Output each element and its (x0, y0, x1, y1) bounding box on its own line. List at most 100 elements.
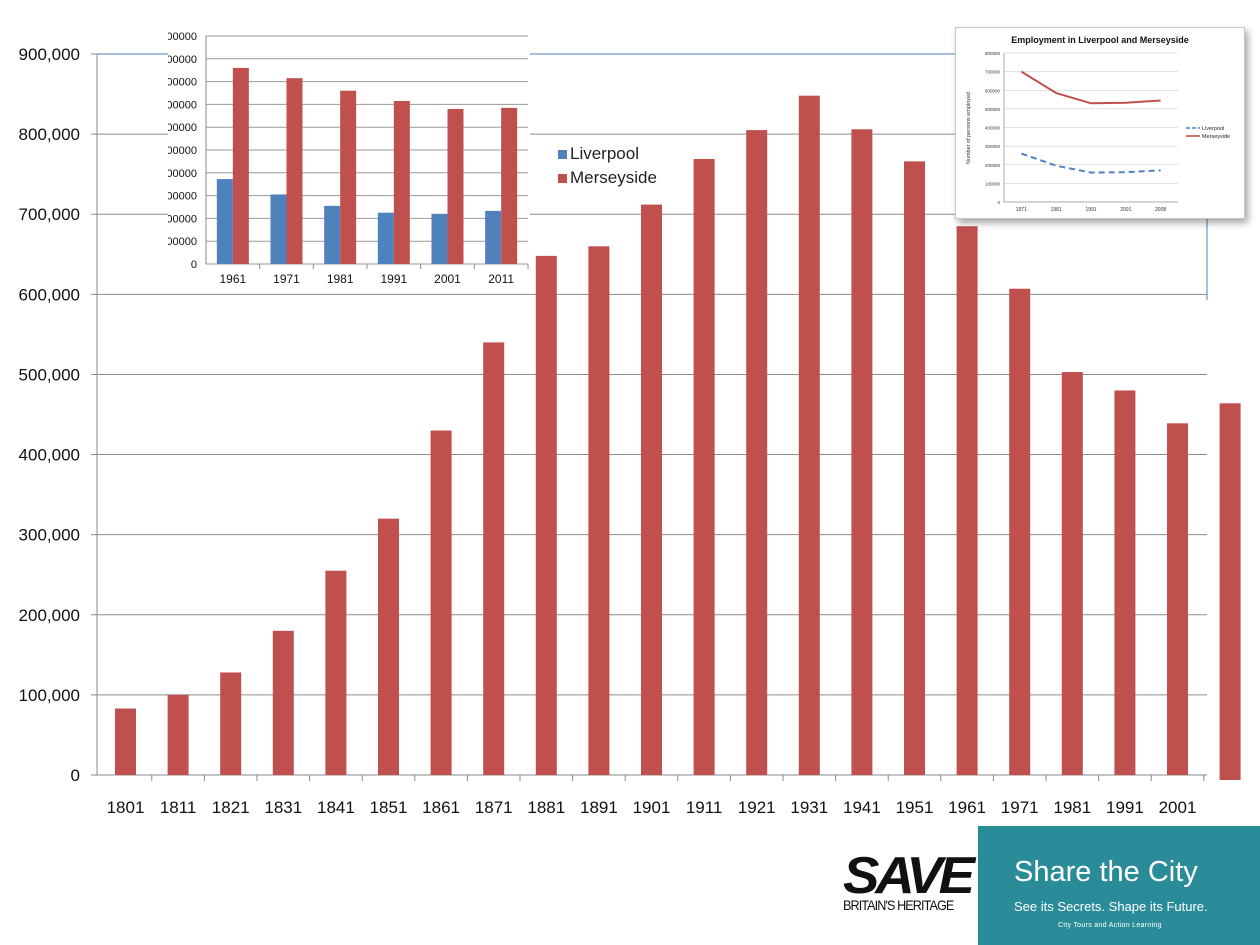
inset-x-tick-label: 1971 (273, 272, 300, 286)
line-y-tick-label: 0 (997, 200, 1000, 205)
y-tick-label: 300,000 (19, 526, 80, 545)
y-tick-label: 0 (71, 766, 80, 785)
x-tick-label: 1841 (317, 798, 355, 817)
x-tick-label: 1941 (843, 798, 881, 817)
x-tick-label: 1971 (1001, 798, 1039, 817)
population-bar (851, 129, 873, 775)
inset-x-tick-label: 1961 (219, 272, 246, 286)
inset-y-tick-label: 1200000 (168, 122, 197, 134)
inset-y-tick-label: 600000 (168, 191, 197, 203)
x-tick-label: 1811 (160, 798, 197, 817)
legend-swatch-liverpool (558, 149, 567, 159)
x-tick-label: 1921 (738, 798, 776, 817)
y-tick-label: 400,000 (19, 446, 80, 465)
legend-item-liverpool: Liverpool (558, 142, 657, 166)
inset-x-tick-label: 1991 (380, 272, 407, 286)
line-y-tick-label: 600000 (985, 88, 1001, 93)
line-y-tick-label: 500000 (985, 107, 1001, 112)
line-y-tick-label: 300000 (985, 144, 1001, 149)
population-bar (272, 630, 294, 775)
share-title: Share the City (1014, 856, 1198, 888)
inset-bar-liverpool (324, 205, 341, 264)
inset-bar-liverpool (431, 213, 448, 264)
y-tick-label: 200,000 (19, 606, 80, 625)
save-logo-word: SAVE (843, 847, 975, 905)
population-bar (483, 342, 505, 775)
line-legend-label-liverpool: Liverpool (1202, 126, 1224, 132)
y-tick-label: 100,000 (19, 686, 80, 705)
y-tick-label: 800,000 (19, 125, 80, 144)
line-x-tick-label: 2008 (1155, 207, 1166, 213)
inset-y-tick-label: 1800000 (168, 54, 197, 66)
y-tick-label: 900,000 (19, 45, 80, 64)
inset-x-tick-label: 2011 (488, 272, 514, 286)
inset-y-tick-label: 800000 (168, 168, 197, 180)
line-y-tick-label: 200000 (985, 163, 1001, 168)
population-bar (1219, 403, 1241, 780)
inset-bar-merseyside (393, 100, 410, 264)
x-tick-label: 1981 (1053, 798, 1091, 817)
line-y-tick-label: 400000 (985, 126, 1001, 131)
inset-x-tick-label: 2001 (434, 272, 461, 286)
y-tick-label: 700,000 (19, 205, 80, 224)
x-tick-label: 1871 (475, 798, 513, 817)
x-tick-label: 1821 (212, 798, 250, 817)
line-series-liverpool (1021, 152, 1161, 174)
inset-y-tick-label: 0 (191, 259, 197, 271)
inset-legend: Liverpool Merseyside (558, 142, 657, 190)
population-bar (1009, 288, 1031, 775)
x-tick-label: 1801 (107, 798, 145, 817)
inset-y-tick-label: 2000000 (168, 31, 197, 43)
inset-bar-merseyside (340, 90, 357, 264)
inset-bar-merseyside (286, 78, 303, 265)
employment-line-chart-card: Employment in Liverpool and Merseyside 0 1… (955, 27, 1245, 219)
inset-bar-merseyside (447, 108, 464, 265)
line-legend-label-merseyside: Merseyside (1202, 134, 1230, 140)
line-series-merseyside (1020, 70, 1161, 105)
x-tick-label: 1901 (633, 798, 671, 817)
y-tick-label: 500,000 (19, 365, 80, 384)
employment-line-chart: Employment in Liverpool and Merseyside 0 1… (966, 35, 1230, 213)
share-the-city-logo: Share the City See its Secrets. Shape it… (978, 826, 1260, 945)
population-bar (588, 246, 610, 775)
save-britains-heritage-logo: SAVE BRITAIN'S HERITAGE (843, 850, 975, 913)
legend-label-liverpool: Liverpool (570, 144, 639, 163)
population-bar (1114, 390, 1136, 775)
population-bar (798, 95, 820, 775)
legend-swatch-merseyside (558, 173, 567, 183)
x-tick-label: 1861 (422, 798, 460, 817)
x-tick-label: 2001 (1159, 798, 1197, 817)
population-bar (956, 226, 978, 775)
inset-y-tick-label: 1600000 (168, 77, 197, 89)
population-bar (167, 694, 189, 775)
legend-item-merseyside: Merseyside (558, 166, 657, 190)
population-bar (430, 430, 452, 775)
line-x-tick-label: 1981 (1051, 207, 1062, 213)
share-small-text: City Tours and Action Learning (1058, 922, 1162, 929)
inset-x-tick-label: 1981 (327, 272, 354, 286)
x-tick-label: 1961 (948, 798, 986, 817)
line-y-axis-label: Number of persons employed (966, 92, 972, 164)
population-bar (115, 708, 136, 775)
inset-y-tick-label: 400000 (168, 213, 197, 225)
save-logo-subtitle: BRITAIN'S HERITAGE (843, 897, 954, 913)
x-tick-label: 1911 (686, 798, 723, 817)
line-x-tick-label: 1991 (1085, 207, 1096, 213)
share-tagline: See its Secrets. Shape its Future. (1014, 899, 1208, 914)
inset-bar-liverpool (377, 212, 394, 264)
population-bar (904, 161, 925, 776)
x-tick-label: 1951 (896, 798, 934, 817)
line-y-tick-label: 800000 (985, 51, 1001, 56)
x-tick-label: 1991 (1106, 798, 1144, 817)
population-bar (1061, 372, 1083, 775)
x-tick-label: 1831 (264, 798, 302, 817)
population-bar (641, 204, 662, 775)
line-y-tick-label: 100000 (985, 181, 1001, 186)
population-bar (378, 518, 399, 775)
inset-bar-merseyside (501, 107, 518, 264)
population-bar (220, 672, 242, 775)
line-x-tick-label: 2001 (1120, 207, 1131, 213)
x-tick-label: 1931 (790, 798, 828, 817)
